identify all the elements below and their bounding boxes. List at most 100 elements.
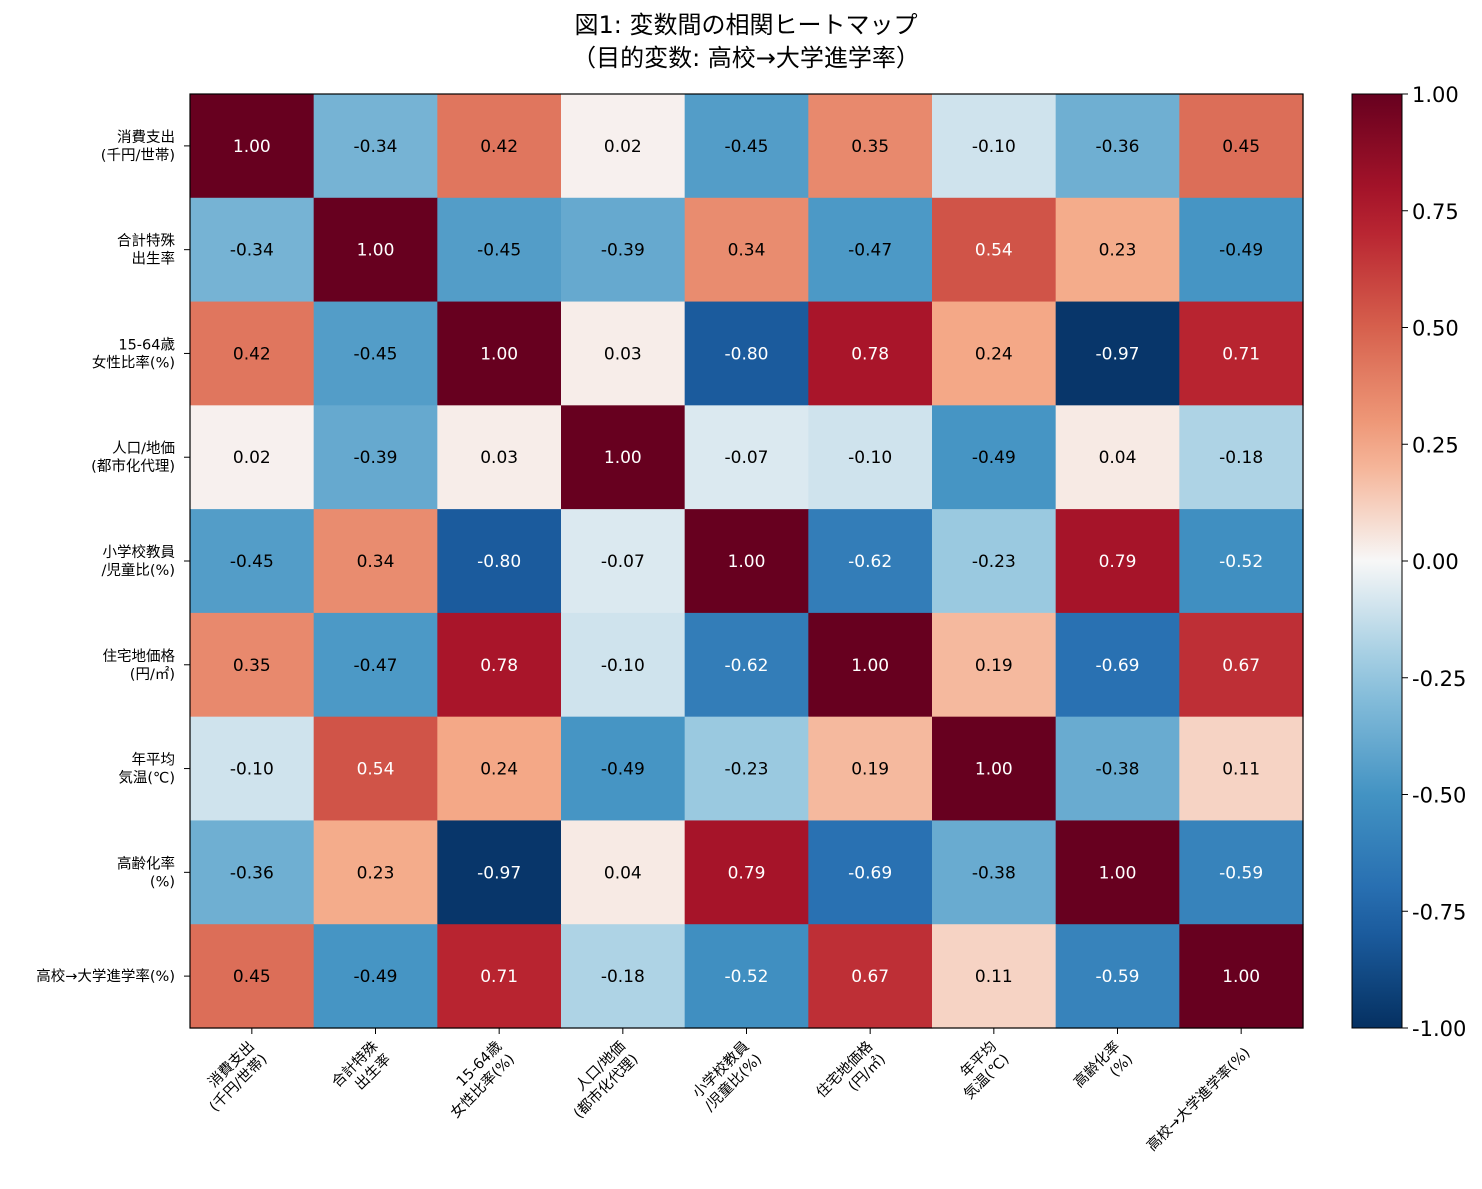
heatmap-cell-r2-c4 (684, 301, 809, 406)
cell-value-label: 0.78 (480, 656, 518, 676)
cell-value-label: -0.52 (725, 967, 769, 987)
y-tick-label: /児童比(%) (102, 561, 175, 579)
x-tick-label-group: 人口/地価(都市化代理) (570, 1038, 641, 1122)
heatmap-cell-r4-c3 (561, 509, 686, 614)
heatmap-cell-r7-c5 (808, 820, 933, 925)
heatmap-cell-r3-c4 (684, 405, 809, 510)
heatmap-cell-r4-c0 (190, 509, 315, 614)
heatmap-cell-r0-c3 (561, 94, 686, 199)
heatmap-cell-r6-c2 (437, 716, 562, 822)
cell-value-label: -0.62 (848, 552, 892, 572)
heatmap-cell-r1-c0 (190, 197, 315, 303)
heatmap-cell-r3-c7 (1055, 405, 1180, 510)
cell-value-label: 0.45 (233, 967, 271, 987)
y-tick-label: 小学校教員 (103, 544, 176, 561)
chart-title-line2: （目的変数: 高校→大学進学率） (572, 44, 920, 72)
heatmap-cell-r6-c8 (1179, 716, 1304, 822)
heatmap-cell-r1-c6 (932, 197, 1057, 303)
heatmap-cell-r2-c7 (1055, 301, 1180, 406)
heatmap-cell-r4-c6 (932, 509, 1057, 614)
heatmap-cell-r1-c5 (808, 197, 933, 303)
heatmap-cell-r4-c5 (808, 509, 933, 614)
cell-value-label: 0.23 (1099, 241, 1137, 261)
cell-value-label: 0.79 (728, 863, 766, 883)
heatmap-cell-r3-c6 (932, 405, 1057, 510)
cell-value-label: 0.67 (851, 967, 889, 987)
heatmap-cell-r0-c0 (190, 94, 315, 199)
y-tick-label: 合計特殊 (117, 233, 175, 250)
cell-value-label: -0.45 (477, 241, 521, 261)
heatmap-cell-r6-c4 (684, 716, 809, 822)
cell-value-label: 0.71 (480, 967, 518, 987)
heatmap-cell-r2-c0 (190, 301, 315, 406)
cell-value-label: -0.45 (354, 344, 398, 364)
x-tick-label-group: 住宅地価格(円/㎡) (813, 1038, 889, 1102)
heatmap-cell-r6-c7 (1055, 716, 1180, 822)
heatmap-cell-r6-c3 (561, 716, 686, 822)
cell-value-label: -0.47 (848, 241, 892, 261)
cell-value-label: -0.10 (601, 656, 645, 676)
heatmap-cell-r2-c3 (561, 301, 686, 406)
cell-value-label: -0.97 (1096, 344, 1140, 364)
cell-value-label: 0.42 (480, 137, 518, 157)
cell-value-label: -0.59 (1219, 863, 1263, 883)
cell-value-label: 1.00 (1099, 863, 1137, 883)
cell-value-label: 0.78 (851, 344, 889, 364)
heatmap-cell-r8-c6 (932, 924, 1057, 1029)
cell-value-label: -0.49 (354, 967, 398, 987)
heatmap-cell-r0-c5 (808, 94, 933, 199)
cell-value-label: -0.23 (972, 552, 1016, 572)
heatmap-cell-r3-c1 (313, 405, 438, 510)
heatmap-cell-r2-c6 (932, 301, 1057, 406)
heatmap-cell-r7-c7 (1055, 820, 1180, 925)
cell-value-label: -0.97 (477, 863, 521, 883)
heatmap-cell-r1-c8 (1179, 197, 1304, 303)
cell-value-label: -0.38 (1096, 760, 1140, 780)
heatmap-cell-r1-c2 (437, 197, 562, 303)
cell-value-label: 0.54 (975, 241, 1013, 261)
heatmap-cell-r5-c5 (808, 612, 933, 718)
cell-value-label: -0.10 (972, 137, 1016, 157)
cell-value-label: -0.69 (848, 863, 892, 883)
heatmap-cell-r8-c8 (1179, 924, 1304, 1029)
cell-value-label: -0.39 (354, 448, 398, 468)
y-tick-label: 15-64歳 (118, 336, 175, 353)
heatmap-cell-r2-c2 (437, 301, 562, 406)
cell-value-label: 0.02 (604, 137, 642, 157)
heatmap-cell-r8-c7 (1055, 924, 1180, 1029)
cell-value-label: -0.36 (230, 863, 274, 883)
colorbar-tick-label: 0.25 (1412, 433, 1459, 457)
cell-value-label: 0.34 (728, 241, 766, 261)
heatmap-cell-r6-c0 (190, 716, 315, 822)
cell-value-label: 0.54 (357, 760, 395, 780)
cell-value-label: 1.00 (1222, 967, 1260, 987)
cell-value-label: -0.62 (725, 656, 769, 676)
heatmap-cell-r4-c8 (1179, 509, 1304, 614)
cell-value-label: -0.59 (1096, 967, 1140, 987)
heatmap-cell-r3-c3 (561, 405, 686, 510)
cell-value-label: 1.00 (480, 344, 518, 364)
x-tick-label-group: 消費支出(千円/世帯) (205, 1038, 271, 1115)
cell-value-label: -0.10 (848, 448, 892, 468)
x-tick-label-group: 小学校教員/児童比(%) (689, 1038, 765, 1115)
heatmap-cell-r5-c4 (684, 612, 809, 718)
y-tick-label: 消費支出 (117, 129, 175, 146)
y-tick-label: 住宅地価格 (103, 648, 176, 665)
cell-value-label: 1.00 (357, 241, 395, 261)
heatmap-cell-r0-c7 (1055, 94, 1180, 199)
cell-value-label: 0.04 (604, 863, 642, 883)
colorbar-ticks: 1.00 0.75 0.50 0.25 0.00 -0.25 -0.50 -0.75 -1.00 (1402, 83, 1466, 1041)
heatmap-cell-r1-c4 (684, 197, 809, 303)
heatmap-cell-r5-c0 (190, 612, 315, 718)
heatmap-cells (190, 94, 1304, 1029)
heatmap-cell-r8-c2 (437, 924, 562, 1029)
colorbar-tick-label: -0.25 (1412, 667, 1466, 691)
heatmap-cell-r8-c5 (808, 924, 933, 1029)
cell-value-label: 0.67 (1222, 656, 1260, 676)
cell-value-label: 0.35 (851, 137, 889, 157)
heatmap-cell-r7-c2 (437, 820, 562, 925)
cell-value-label: -0.49 (972, 448, 1016, 468)
chart-title-line1: 図1: 変数間の相関ヒートマップ (575, 11, 918, 39)
